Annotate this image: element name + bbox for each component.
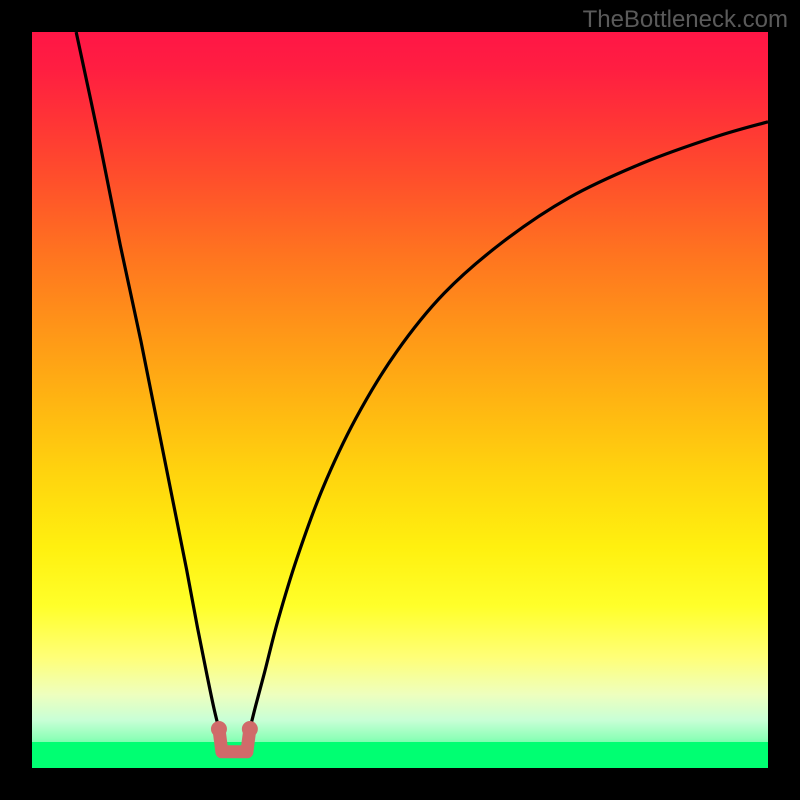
bottleneck-curve: [32, 32, 768, 768]
chart-container: TheBottleneck.com: [0, 0, 800, 800]
plot-area: [32, 32, 768, 768]
watermark-text: TheBottleneck.com: [583, 6, 788, 34]
plot-frame: [32, 32, 768, 768]
